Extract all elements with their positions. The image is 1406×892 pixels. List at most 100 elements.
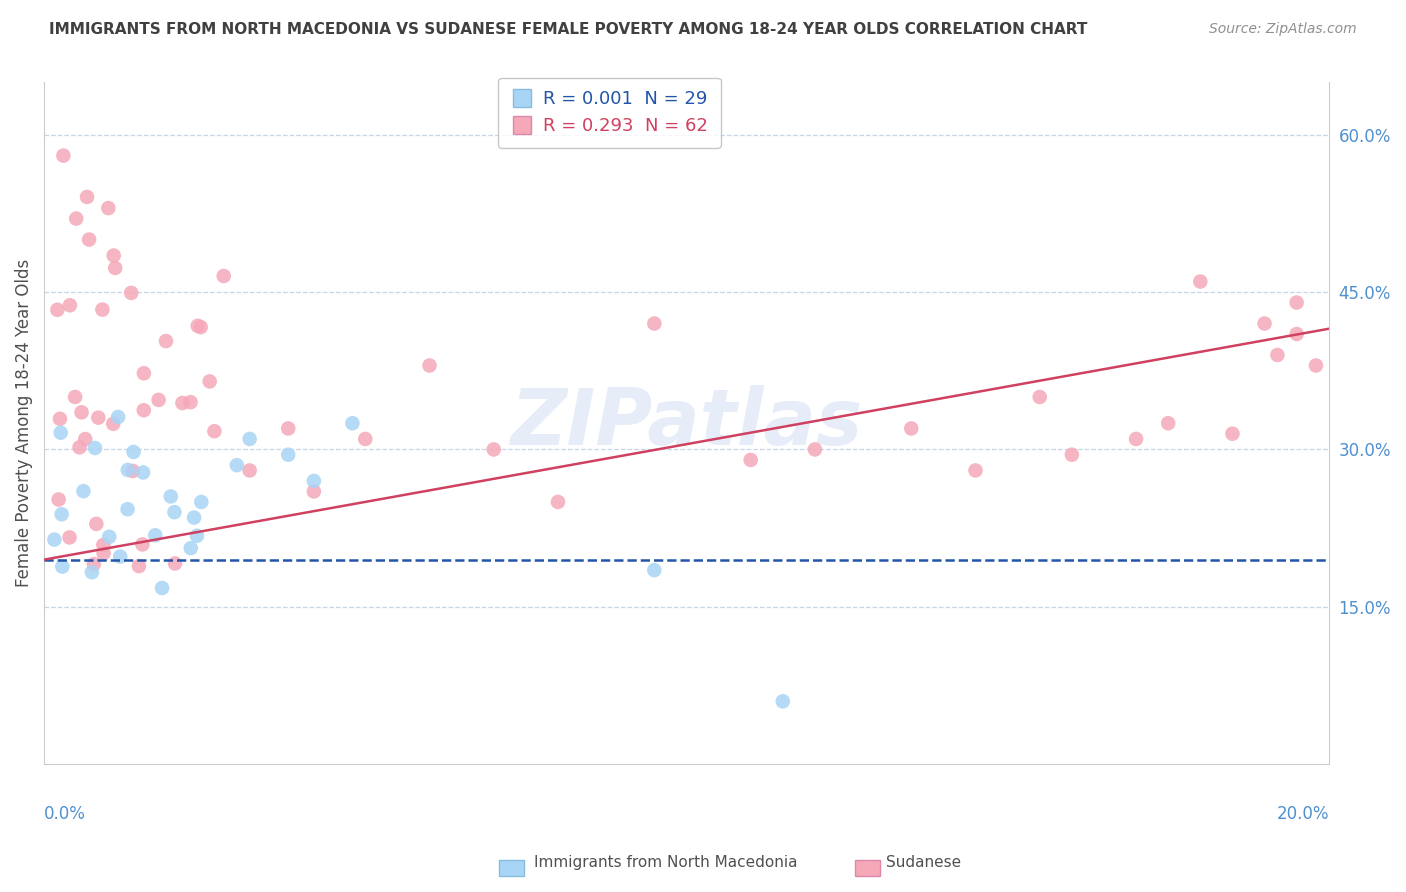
Point bbox=[482, 442, 505, 457]
Point bbox=[1189, 275, 1212, 289]
Point bbox=[97, 201, 120, 215]
Point bbox=[1028, 390, 1050, 404]
Point bbox=[120, 285, 142, 300]
Point bbox=[52, 148, 75, 162]
Point bbox=[547, 495, 569, 509]
Point bbox=[83, 557, 105, 571]
Point bbox=[104, 260, 127, 275]
Point bbox=[1285, 326, 1308, 341]
Point bbox=[163, 505, 186, 519]
Point bbox=[110, 549, 132, 564]
Point bbox=[58, 530, 80, 544]
Point bbox=[1305, 359, 1327, 373]
Point bbox=[239, 463, 262, 477]
Point bbox=[190, 320, 212, 334]
Y-axis label: Female Poverty Among 18-24 Year Olds: Female Poverty Among 18-24 Year Olds bbox=[15, 259, 32, 587]
Point bbox=[204, 424, 226, 438]
Legend: R = 0.001  N = 29, R = 0.293  N = 62: R = 0.001 N = 29, R = 0.293 N = 62 bbox=[498, 78, 721, 148]
Point bbox=[63, 390, 86, 404]
Point bbox=[59, 298, 82, 312]
Point bbox=[1253, 317, 1275, 331]
Point bbox=[132, 403, 155, 417]
Point bbox=[1222, 426, 1244, 441]
Text: 20.0%: 20.0% bbox=[1277, 805, 1329, 823]
Point bbox=[772, 694, 794, 708]
Point bbox=[128, 559, 150, 574]
Text: ZIPatlas: ZIPatlas bbox=[510, 385, 862, 461]
Point bbox=[70, 405, 93, 419]
Point bbox=[198, 375, 221, 389]
Point bbox=[107, 409, 129, 424]
Point bbox=[225, 458, 247, 473]
Point bbox=[143, 528, 166, 542]
Text: Immigrants from North Macedonia: Immigrants from North Macedonia bbox=[534, 855, 797, 870]
Point bbox=[643, 317, 665, 331]
Point bbox=[84, 441, 107, 455]
Point bbox=[65, 211, 87, 226]
Point bbox=[1285, 295, 1308, 310]
Point bbox=[131, 537, 153, 551]
Point bbox=[51, 559, 73, 574]
Point bbox=[159, 490, 181, 504]
Point bbox=[150, 581, 173, 595]
Point bbox=[900, 421, 922, 435]
Point bbox=[75, 432, 97, 446]
Point bbox=[239, 432, 262, 446]
Point bbox=[91, 302, 114, 317]
Point bbox=[190, 495, 212, 509]
Point bbox=[46, 302, 69, 317]
Point bbox=[117, 463, 139, 477]
Point bbox=[91, 538, 114, 552]
Point bbox=[183, 510, 205, 524]
Text: Sudanese: Sudanese bbox=[886, 855, 960, 870]
Point bbox=[121, 464, 143, 478]
Point bbox=[187, 318, 209, 333]
Point bbox=[103, 417, 125, 431]
Point bbox=[86, 516, 108, 531]
Point bbox=[51, 508, 73, 522]
Point bbox=[1157, 416, 1180, 430]
Point bbox=[740, 453, 762, 467]
Point bbox=[804, 442, 827, 457]
Point bbox=[1267, 348, 1289, 362]
Point bbox=[49, 412, 72, 426]
Point bbox=[80, 565, 103, 579]
Point bbox=[342, 416, 364, 430]
Point bbox=[122, 445, 145, 459]
Point bbox=[132, 466, 155, 480]
Text: Source: ZipAtlas.com: Source: ZipAtlas.com bbox=[1209, 22, 1357, 37]
Point bbox=[87, 410, 110, 425]
Point bbox=[117, 502, 139, 516]
Point bbox=[643, 563, 665, 577]
Point bbox=[98, 530, 121, 544]
Point bbox=[277, 448, 299, 462]
Point bbox=[76, 190, 98, 204]
Point bbox=[965, 463, 987, 477]
Point bbox=[72, 484, 94, 499]
Point bbox=[48, 492, 70, 507]
Point bbox=[180, 541, 202, 556]
Point bbox=[179, 395, 201, 409]
Point bbox=[93, 546, 115, 560]
Point bbox=[148, 392, 170, 407]
Point bbox=[186, 529, 208, 543]
Point bbox=[302, 474, 325, 488]
Point bbox=[277, 421, 299, 435]
Point bbox=[155, 334, 177, 348]
Text: IMMIGRANTS FROM NORTH MACEDONIA VS SUDANESE FEMALE POVERTY AMONG 18-24 YEAR OLDS: IMMIGRANTS FROM NORTH MACEDONIA VS SUDAN… bbox=[49, 22, 1088, 37]
Point bbox=[1125, 432, 1147, 446]
Point bbox=[132, 366, 155, 380]
Point bbox=[302, 484, 325, 499]
Point bbox=[354, 432, 377, 446]
Point bbox=[49, 425, 72, 440]
Point bbox=[44, 533, 66, 547]
Point bbox=[172, 396, 194, 410]
Point bbox=[103, 248, 125, 262]
Point bbox=[212, 268, 235, 283]
Point bbox=[69, 440, 91, 454]
Text: 0.0%: 0.0% bbox=[44, 805, 86, 823]
Point bbox=[163, 557, 186, 571]
Point bbox=[418, 359, 440, 373]
Point bbox=[1060, 448, 1083, 462]
Point bbox=[77, 233, 100, 247]
